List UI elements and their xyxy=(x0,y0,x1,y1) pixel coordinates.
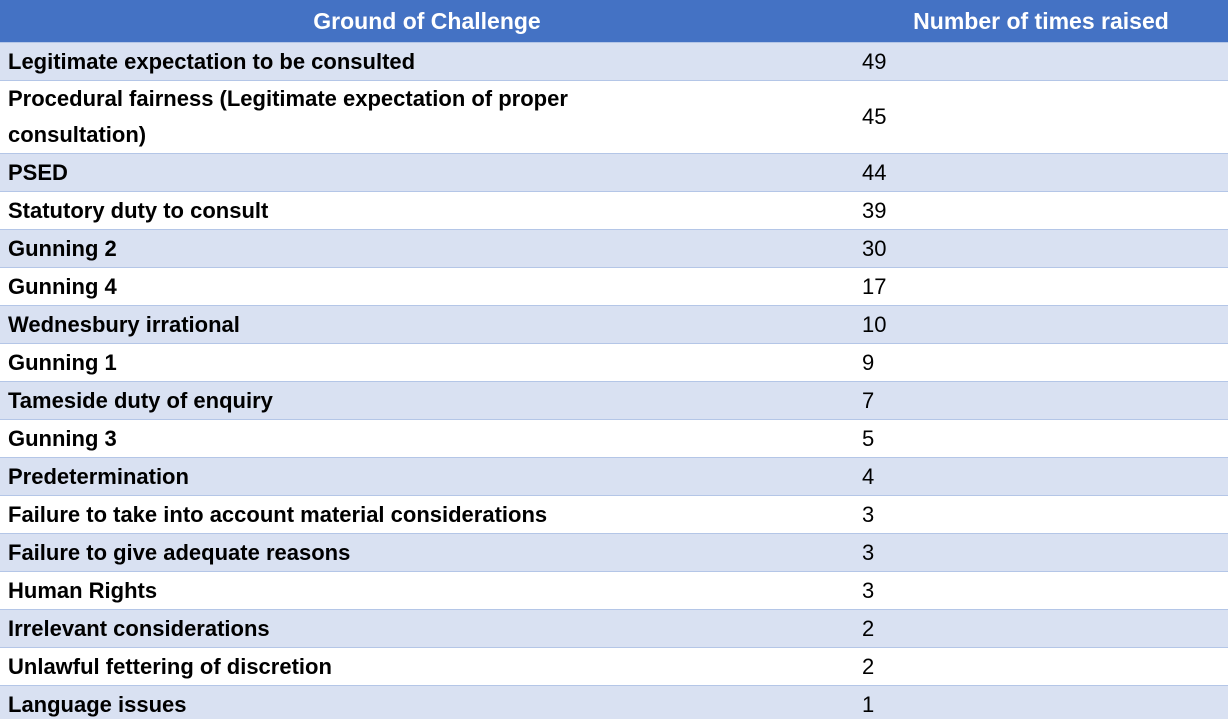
ground-text: Unlawful fettering of discretion xyxy=(8,653,332,679)
table-row: Gunning 3 5 xyxy=(0,419,1228,458)
ground-cell: Failure to give adequate reasons xyxy=(0,533,854,572)
table-row: Irrelevant considerations 2 xyxy=(0,609,1228,648)
table-row: Failure to give adequate reasons 3 xyxy=(0,533,1228,572)
count-cell: 3 xyxy=(854,495,1228,534)
ground-cell: Gunning 1 xyxy=(0,343,854,382)
ground-cell: Procedural fairness (Legitimate expectat… xyxy=(0,80,854,154)
column-header: Ground of Challenge xyxy=(0,0,854,43)
ground-text: Failure to give adequate reasons xyxy=(8,539,351,565)
ground-text: Gunning 1 xyxy=(8,349,117,375)
ground-cell: Predetermination xyxy=(0,457,854,496)
ground-text: Predetermination xyxy=(8,463,189,489)
ground-text: Statutory duty to consult xyxy=(8,197,269,223)
header-row: Ground of Challenge Number of times rais… xyxy=(0,0,1228,43)
count-cell: 4 xyxy=(854,457,1228,496)
ground-cell: Legitimate expectation to be consulted xyxy=(0,42,854,81)
count-cell: 2 xyxy=(854,647,1228,686)
count-cell: 3 xyxy=(854,533,1228,572)
count-cell: 7 xyxy=(854,381,1228,420)
table-row: Procedural fairness (Legitimate expectat… xyxy=(0,80,1228,154)
table-row: Wednesbury irrational 10 xyxy=(0,305,1228,344)
ground-text: Gunning 2 xyxy=(8,235,117,261)
table-row: Legitimate expectation to be consulted 49 xyxy=(0,42,1228,81)
count-cell: 1 xyxy=(854,685,1228,719)
ground-cell: Wednesbury irrational xyxy=(0,305,854,344)
count-cell: 2 xyxy=(854,609,1228,648)
table-row: Gunning 2 30 xyxy=(0,229,1228,268)
ground-text: Tameside duty of enquiry xyxy=(8,387,273,413)
ground-cell: Tameside duty of enquiry xyxy=(0,381,854,420)
ground-cell: Gunning 4 xyxy=(0,267,854,306)
count-cell: 30 xyxy=(854,229,1228,268)
count-cell: 3 xyxy=(854,571,1228,610)
table-row: Predetermination 4 xyxy=(0,457,1228,496)
ground-cell: Language issues xyxy=(0,685,854,719)
table-row: Gunning 1 9 xyxy=(0,343,1228,382)
column-header: Number of times raised xyxy=(854,0,1228,43)
table-row: Human Rights 3 xyxy=(0,571,1228,610)
table-row: Language issues 1 xyxy=(0,685,1228,719)
table-row: Statutory duty to consult 39 xyxy=(0,191,1228,230)
ground-text: Human Rights xyxy=(8,577,158,603)
count-cell: 17 xyxy=(854,267,1228,306)
ground-text: PSED xyxy=(8,159,68,185)
ground-text: Irrelevant considerations xyxy=(8,615,270,641)
ground-cell: Gunning 2 xyxy=(0,229,854,268)
ground-text: Language issues xyxy=(8,691,187,717)
table-row: Tameside duty of enquiry 7 xyxy=(0,381,1228,420)
ground-text: Procedural fairness (Legitimate expectat… xyxy=(8,86,568,147)
ground-cell: Irrelevant considerations xyxy=(0,609,854,648)
table-row: Gunning 4 17 xyxy=(0,267,1228,306)
count-cell: 10 xyxy=(854,305,1228,344)
count-cell: 5 xyxy=(854,419,1228,458)
ground-cell: Statutory duty to consult xyxy=(0,191,854,230)
table-row: Failure to take into account material co… xyxy=(0,495,1228,534)
ground-text: Legitimate expectation to be consulted xyxy=(8,48,416,74)
count-cell: 9 xyxy=(854,343,1228,382)
table-row: Unlawful fettering of discretion 2 xyxy=(0,647,1228,686)
ground-text: Gunning 3 xyxy=(8,425,117,451)
table-body: Legitimate expectation to be consulted 49… xyxy=(0,42,1228,719)
ground-cell: Unlawful fettering of discretion xyxy=(0,647,854,686)
count-cell: 39 xyxy=(854,191,1228,230)
ground-cell: Gunning 3 xyxy=(0,419,854,458)
ground-cell: PSED xyxy=(0,153,854,192)
table-row: PSED 44 xyxy=(0,153,1228,192)
ground-cell: Failure to take into account material co… xyxy=(0,495,854,534)
count-cell: 44 xyxy=(854,153,1228,192)
count-cell: 45 xyxy=(854,80,1228,154)
ground-text: Failure to take into account material co… xyxy=(8,501,548,527)
ground-text: Gunning 4 xyxy=(8,273,117,299)
ground-cell: Human Rights xyxy=(0,571,854,610)
count-cell: 49 xyxy=(854,42,1228,81)
ground-text: Wednesbury irrational xyxy=(8,311,240,337)
